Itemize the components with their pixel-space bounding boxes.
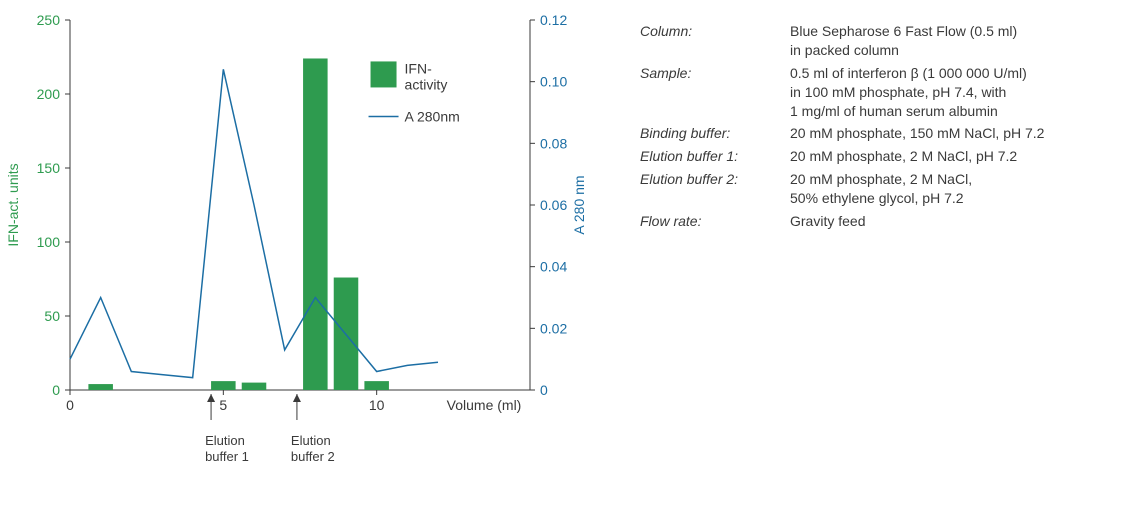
yr-tick: 0.04 xyxy=(540,259,567,275)
legend-bar-label: IFN- xyxy=(405,60,433,76)
param-value: 0.5 ml of interferon β (1 000 000 U/ml)i… xyxy=(790,62,1044,123)
param-key: Sample: xyxy=(640,62,790,123)
parameters-panel: Column:Blue Sepharose 6 Fast Flow (0.5 m… xyxy=(640,20,1110,233)
yr-tick: 0 xyxy=(540,382,548,398)
yl-tick: 0 xyxy=(52,382,60,398)
param-value: Gravity feed xyxy=(790,210,1044,233)
param-row: Elution buffer 1:20 mM phosphate, 2 M Na… xyxy=(640,145,1044,168)
yr-tick: 0.06 xyxy=(540,197,567,213)
param-row: Flow rate:Gravity feed xyxy=(640,210,1044,233)
x-axis-label: Volume (ml) xyxy=(447,397,522,413)
elution-label: buffer 2 xyxy=(291,449,335,464)
param-value: 20 mM phosphate, 2 M NaCl, pH 7.2 xyxy=(790,145,1044,168)
yl-tick: 150 xyxy=(37,160,61,176)
legend-line-label: A 280nm xyxy=(405,108,460,124)
y-left-label: IFN-act. units xyxy=(5,163,21,246)
legend-bar-swatch xyxy=(371,61,397,87)
yr-tick: 0.02 xyxy=(540,320,567,336)
legend-bar-label2: activity xyxy=(405,76,448,92)
param-key: Binding buffer: xyxy=(640,122,790,145)
ifn-activity-bar xyxy=(242,383,267,390)
y-right-label: A 280 nm xyxy=(571,175,587,234)
param-value: 20 mM phosphate, 150 mM NaCl, pH 7.2 xyxy=(790,122,1044,145)
x-tick: 10 xyxy=(369,397,385,413)
param-key: Column: xyxy=(640,20,790,62)
param-value: 20 mM phosphate, 2 M NaCl,50% ethylene g… xyxy=(790,168,1044,210)
yl-tick: 100 xyxy=(37,234,61,250)
parameters-table: Column:Blue Sepharose 6 Fast Flow (0.5 m… xyxy=(640,20,1044,233)
yr-tick: 0.08 xyxy=(540,135,567,151)
a280-line xyxy=(70,69,438,377)
x-tick: 5 xyxy=(219,397,227,413)
ifn-activity-bar xyxy=(364,381,389,390)
ifn-activity-bar xyxy=(303,58,328,390)
elution-label: Elution xyxy=(291,433,331,448)
param-key: Flow rate: xyxy=(640,210,790,233)
param-row: Sample:0.5 ml of interferon β (1 000 000… xyxy=(640,62,1044,123)
elution-label: buffer 1 xyxy=(205,449,249,464)
param-value: Blue Sepharose 6 Fast Flow (0.5 ml)in pa… xyxy=(790,20,1044,62)
yl-tick: 200 xyxy=(37,86,61,102)
elution-label: Elution xyxy=(205,433,245,448)
chart-container: 05010015020025000.020.040.060.080.100.12… xyxy=(0,0,610,517)
param-key: Elution buffer 2: xyxy=(640,168,790,210)
x-tick: 0 xyxy=(66,397,74,413)
yl-tick: 250 xyxy=(37,12,61,28)
ifn-activity-bar xyxy=(88,384,113,390)
yr-tick: 0.12 xyxy=(540,12,567,28)
yr-tick: 0.10 xyxy=(540,74,567,90)
arrowhead-icon xyxy=(207,394,215,402)
chromatogram-chart: 05010015020025000.020.040.060.080.100.12… xyxy=(0,0,610,517)
param-row: Elution buffer 2:20 mM phosphate, 2 M Na… xyxy=(640,168,1044,210)
param-key: Elution buffer 1: xyxy=(640,145,790,168)
ifn-activity-bar xyxy=(211,381,236,390)
param-row: Binding buffer:20 mM phosphate, 150 mM N… xyxy=(640,122,1044,145)
param-row: Column:Blue Sepharose 6 Fast Flow (0.5 m… xyxy=(640,20,1044,62)
arrowhead-icon xyxy=(293,394,301,402)
yl-tick: 50 xyxy=(44,308,60,324)
